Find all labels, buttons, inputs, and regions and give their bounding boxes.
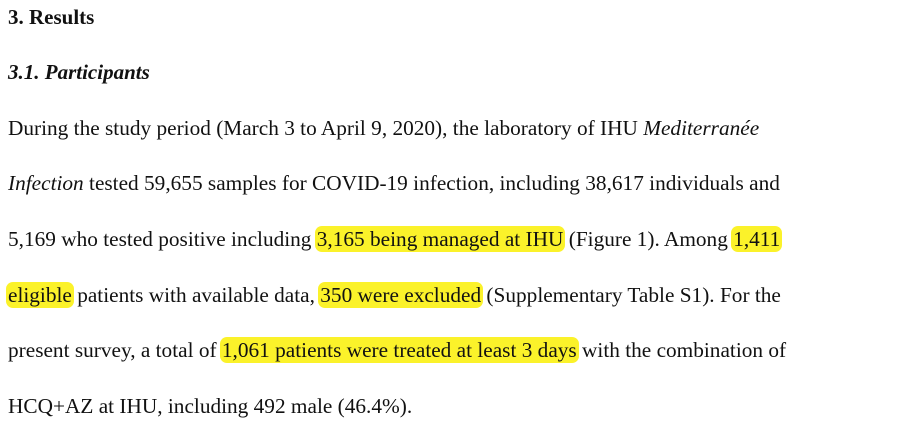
italic-text: Mediterranée (643, 116, 760, 140)
text-segment: patients with available data, (71, 283, 321, 307)
text-segment: with the combination of (576, 338, 787, 362)
paragraph-line-6: HCQ+AZ at IHU, including 492 male (46.4%… (8, 393, 412, 419)
highlighted-text: 350 were excluded (318, 282, 484, 308)
highlighted-text: 1,061 patients were treated at least 3 d… (219, 337, 579, 363)
paragraph-line-5: present survey, a total of 1,061 patient… (8, 337, 786, 363)
text-segment: (Figure 1). Among (563, 227, 734, 251)
text-segment: tested 59,655 samples for COVID-19 infec… (83, 171, 780, 195)
paragraph-line-3: 5,169 who tested positive including 3,16… (8, 226, 783, 252)
text-segment: present survey, a total of (8, 338, 222, 362)
paragraph-line-2: Infection tested 59,655 samples for COVI… (8, 170, 780, 196)
subsection-heading: 3.1. Participants (8, 60, 150, 84)
paragraph-line-1: During the study period (March 3 to Apri… (8, 115, 759, 141)
text-segment: HCQ+AZ at IHU, including 492 male (46.4%… (8, 394, 413, 418)
italic-text: Infection (8, 171, 84, 195)
text-segment: 5,169 who tested positive including (8, 227, 317, 251)
highlighted-text: 1,411 (731, 226, 783, 252)
text-segment: (Supplementary Table S1). For the (481, 283, 781, 307)
paragraph-line-4: eligible patients with available data, 3… (6, 282, 781, 308)
text-segment: During the study period (March 3 to Apri… (8, 116, 644, 140)
highlighted-text: 3,165 being managed at IHU (314, 226, 566, 252)
section-heading: 3. Results (8, 5, 95, 29)
highlighted-text: eligible (6, 282, 74, 308)
